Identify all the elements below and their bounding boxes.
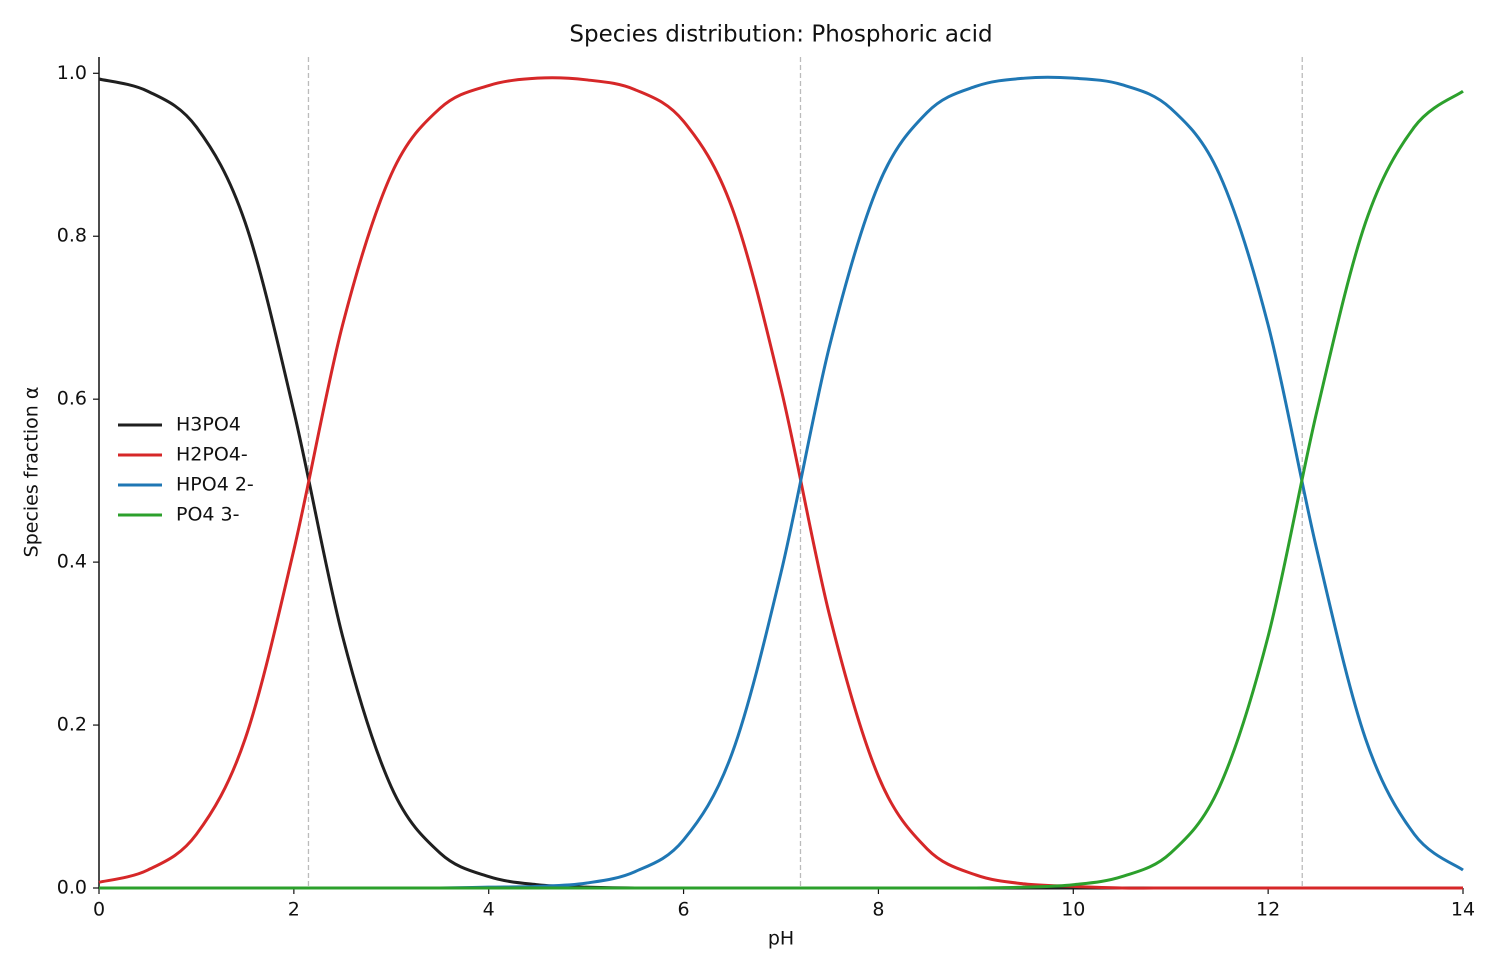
x-tick-label: 8 bbox=[872, 899, 884, 921]
x-tick-label: 4 bbox=[483, 899, 495, 921]
x-tick-label: 2 bbox=[288, 899, 300, 921]
x-tick-label: 14 bbox=[1451, 899, 1475, 921]
series-line bbox=[98, 77, 1463, 890]
legend-label: HPO4 2- bbox=[176, 474, 254, 496]
y-tick-label: 0.2 bbox=[57, 714, 87, 736]
series-line bbox=[98, 76, 1463, 890]
legend-label: H3PO4 bbox=[176, 414, 241, 436]
legend-label: H2PO4- bbox=[176, 444, 248, 466]
y-tick-label: 0.4 bbox=[57, 551, 87, 573]
x-tick-label: 6 bbox=[678, 899, 690, 921]
series-line bbox=[99, 75, 1464, 890]
y-tick-label: 0.0 bbox=[57, 877, 87, 899]
y-tick-label: 1.0 bbox=[57, 62, 87, 84]
chart-title: Species distribution: Phosphoric acid bbox=[569, 22, 992, 48]
series-line bbox=[99, 89, 1464, 890]
x-tick-label: 10 bbox=[1061, 899, 1085, 921]
y-tick-label: 0.6 bbox=[57, 388, 87, 410]
x-axis-label: pH bbox=[768, 928, 794, 950]
x-tick-label: 12 bbox=[1256, 899, 1280, 921]
y-tick-label: 0.8 bbox=[57, 225, 87, 247]
y-axis-label: Species fraction α bbox=[21, 387, 43, 558]
x-tick-label: 0 bbox=[93, 899, 105, 921]
legend-label: PO4 3- bbox=[176, 504, 240, 526]
